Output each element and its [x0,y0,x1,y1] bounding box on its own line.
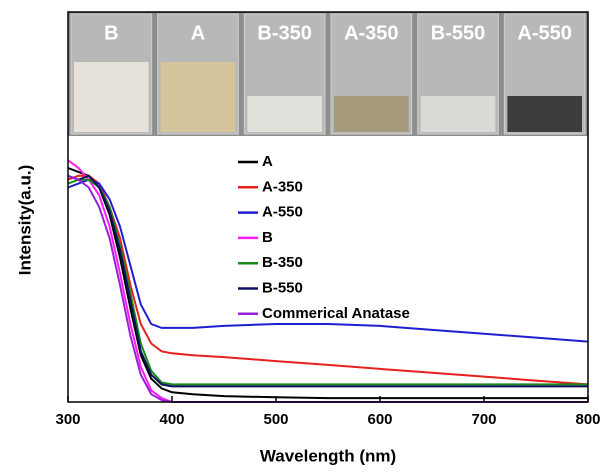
legend-label: A-550 [262,204,303,221]
x-tick-label: 800 [575,411,600,428]
legend-label: B-550 [262,279,303,296]
x-tick-label: 700 [471,411,496,428]
x-tick-label: 600 [367,411,392,428]
x-tick-label: 500 [263,411,288,428]
powder [421,96,496,132]
powder [247,96,322,132]
powder [334,96,409,132]
legend-label: Commerical Anatase [262,305,410,322]
series-line [68,180,588,385]
powder [507,96,582,132]
powder [161,62,236,132]
legend-label: A [262,153,273,170]
y-axis-label: Intensity(a.u.) [15,165,34,276]
inset-label: A [191,22,205,44]
chart: Wavelength (nm) Intensity(a.u.) B A B-350 A… [0,0,606,472]
inset-label: A-350 [344,22,398,44]
inset-label: A-550 [517,22,571,44]
series-line [68,176,588,385]
powder [74,62,149,132]
legend-label: A-350 [262,178,303,195]
inset-label: B-550 [431,22,485,44]
inset-label: B-350 [257,22,311,44]
legend-label: B-350 [262,254,303,271]
x-tick-label: 400 [159,411,184,428]
x-tick-label: 300 [55,411,80,428]
legend-label: B [262,229,273,246]
x-axis-label: Wavelength (nm) [260,446,396,465]
inset-label: B [104,22,118,44]
